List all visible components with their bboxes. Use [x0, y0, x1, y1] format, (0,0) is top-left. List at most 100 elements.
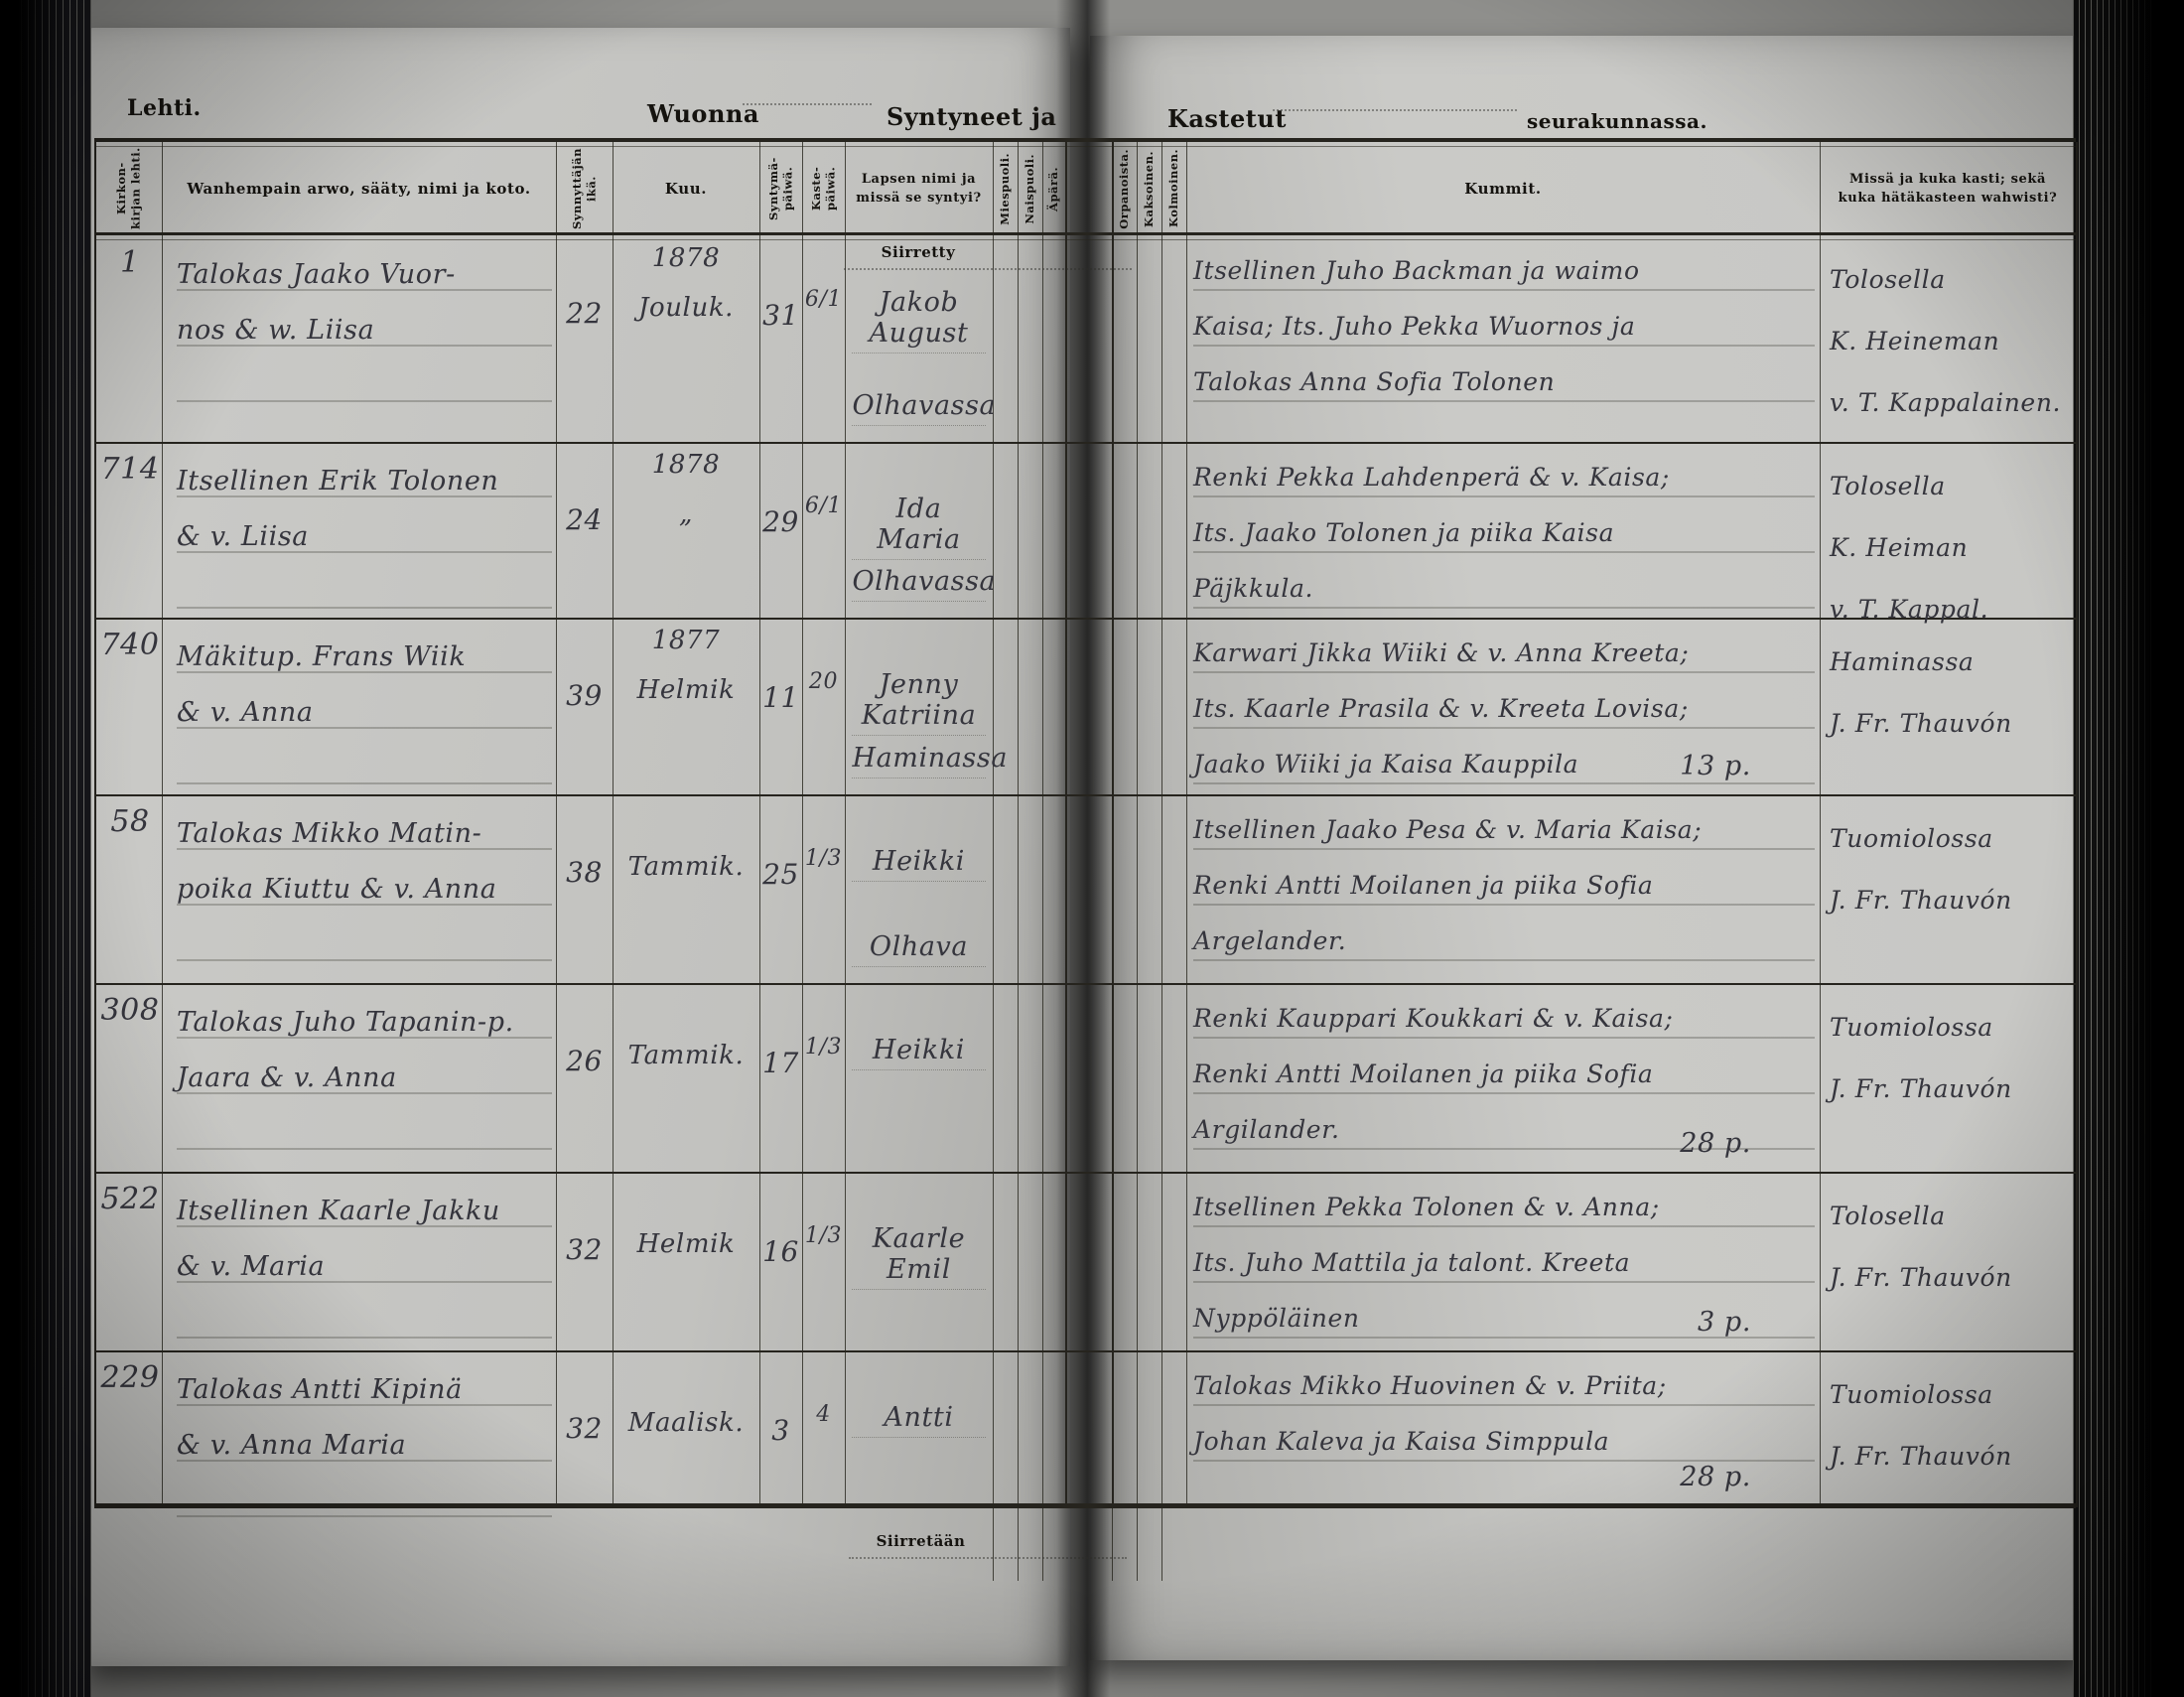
child-cell: Heikki Olhava	[845, 794, 993, 983]
page-stack-right-edge	[2073, 0, 2184, 1697]
record-number: 308	[100, 993, 160, 1028]
mother-age-cell: 32	[566, 1412, 603, 1445]
title-parish: seurakunnassa.	[1527, 109, 1707, 133]
child-cell: Antti	[845, 1350, 993, 1505]
month-cell: 1878 Jouluk.	[613, 235, 759, 442]
record-number: 58	[110, 804, 150, 839]
col-triplet-label: Kolmoinen.	[1166, 149, 1181, 228]
godparents-text: Talokas Mikko Huovinen & v. Priita; Joha…	[1193, 1371, 1667, 1456]
child-cell: Ida Maria Olhavassa	[845, 442, 996, 618]
baptizer-cell: Tuomiolossa J. Fr. Thauvón	[1830, 824, 2012, 915]
page-stack-left-edge	[0, 0, 91, 1697]
parents-cell: Talokas Antti Kipinä & v. Anna Maria	[177, 1350, 552, 1517]
record-number: 740	[100, 628, 160, 662]
child-name: Jakob August	[852, 287, 986, 354]
col-birth-day: Syntymä- päiwä.	[759, 142, 802, 235]
baptizer-cell: Haminassa J. Fr. Thauvón	[1830, 647, 2012, 738]
child-cell: Jakob August Olhavassa	[845, 235, 996, 442]
rule	[1042, 142, 1043, 1507]
month-name: Maalisk.	[627, 1408, 745, 1438]
godparents-cell: Karwari Jikka Wiiki & v. Anna Kreeta; It…	[1193, 618, 1815, 802]
table-row: 1 Talokas Jaako Vuor- nos & w. Liisa 22 …	[0, 235, 2184, 454]
rule	[94, 983, 2076, 985]
child-name: Ida Maria	[852, 494, 986, 560]
carried-bottom-line	[849, 1557, 1127, 1559]
col-male: Miespuoli.	[993, 142, 1018, 235]
table-row: 714 Itsellinen Erik Tolonen & v. Liisa 2…	[0, 442, 2184, 630]
child-cell: Jenny Katriina Haminassa	[845, 618, 1007, 794]
rule	[1161, 1507, 1162, 1581]
rule	[613, 142, 614, 1507]
child-name: Heikki	[852, 1035, 986, 1070]
table-row: 308 Talokas Juho Tapanin-p. Jaara & v. A…	[0, 983, 2184, 1184]
month-name: Tammik.	[627, 1041, 745, 1070]
col-twin-label: Kaksoinen.	[1142, 150, 1157, 227]
rule	[1186, 142, 1187, 1507]
child-cell: Kaarle Emil	[845, 1172, 993, 1350]
col-mother-age: Synnyttäjän ikä.	[556, 142, 613, 235]
rule	[1161, 142, 1162, 1507]
rule	[94, 146, 2076, 147]
baptism-note: 3 p.	[1697, 1307, 1751, 1338]
title-year-word: Wuonna	[647, 99, 759, 128]
child-name: Antti	[852, 1402, 986, 1438]
sheet-label: Lehti.	[127, 95, 202, 121]
col-baptism-day: Kaste- päiwä.	[802, 142, 845, 235]
col-triplet: Kolmoinen.	[1161, 142, 1186, 235]
month-year	[613, 794, 759, 852]
child-name: Kaarle Emil	[852, 1223, 986, 1290]
month-cell: Tammik.	[613, 794, 759, 983]
month-cell: Maalisk.	[613, 1350, 759, 1505]
title-born: Syntyneet ja	[887, 102, 1057, 131]
baptizer-cell: Tuomiolossa J. Fr. Thauvón	[1830, 1013, 2012, 1103]
col-child: Lapsen nimi ja missä se syntyi?	[845, 142, 993, 235]
col-illegitimate: Äpärä.	[1042, 142, 1065, 235]
month-cell: Helmik	[613, 1172, 759, 1350]
parents-cell: Talokas Jaako Vuor- nos & w. Liisa	[177, 235, 552, 454]
rule	[94, 142, 96, 1507]
rule	[94, 794, 2076, 796]
table-header: Kirkon- kirjan lehti. Wanhempain arwo, s…	[0, 142, 2184, 235]
title-baptized: Kastetut	[1167, 104, 1287, 133]
col-baptizer: Missä ja kuka kasti; sekä kuka hätäkaste…	[1820, 142, 2076, 235]
carried-top-label: Siirretty	[881, 243, 956, 261]
parents-cell: Talokas Juho Tapanin-p. Jaara & v. Anna	[177, 983, 552, 1184]
carried-top-line	[844, 268, 1132, 270]
rule	[802, 142, 803, 1507]
mother-age-cell: 38	[566, 856, 603, 889]
col-month: Kuu.	[613, 142, 759, 235]
month-cell: 1878 „	[613, 442, 759, 618]
godparents-text: Renki Kauppari Koukkari & v. Kaisa; Renk…	[1193, 1004, 1674, 1144]
rule	[1018, 142, 1019, 1507]
birth-day-cell: 17	[762, 1047, 799, 1079]
baptism-day-cell: 1/3	[804, 1223, 843, 1248]
birth-day-cell: 3	[771, 1414, 790, 1447]
blank-parish-line	[1273, 109, 1517, 111]
baptism-day-cell: 6/1	[804, 287, 843, 312]
rule	[94, 1503, 2076, 1508]
godparents-cell: Renki Kauppari Koukkari & v. Kaisa; Renk…	[1193, 983, 1815, 1180]
month-cell: Tammik.	[613, 983, 759, 1172]
baptizer-cell: Tolosella J. Fr. Thauvón	[1830, 1202, 2012, 1292]
mother-age-cell: 26	[566, 1045, 603, 1077]
month-year	[613, 983, 759, 1041]
godparents-cell: Itsellinen Pekka Tolonen & v. Anna; Its.…	[1193, 1172, 1815, 1358]
col-twin: Kaksoinen.	[1137, 142, 1161, 235]
rule	[2076, 142, 2078, 1507]
rule	[759, 142, 760, 1507]
child-name: Jenny Katriina	[852, 669, 986, 736]
birth-day-cell: 29	[762, 505, 799, 538]
godparents-text: Itsellinen Pekka Tolonen & v. Anna; Its.…	[1193, 1193, 1660, 1333]
rule	[94, 1172, 2076, 1174]
child-cell: Heikki	[845, 983, 993, 1172]
rule	[1112, 1507, 1113, 1581]
godparents-cell: Itsellinen Juho Backman ja waimo Kaisa; …	[1193, 235, 1815, 450]
mother-age-cell: 22	[566, 297, 603, 330]
rule	[94, 442, 2076, 444]
rule	[1137, 1507, 1138, 1581]
table-row: 522 Itsellinen Kaarle Jakku & v. Maria 3…	[0, 1172, 2184, 1362]
baptism-day-cell: 6/1	[804, 494, 843, 518]
table-row: 229 Talokas Antti Kipinä & v. Anna Maria…	[0, 1350, 2184, 1517]
godparents-text: Karwari Jikka Wiiki & v. Anna Kreeta; It…	[1193, 638, 1690, 778]
mother-age-cell: 32	[566, 1233, 603, 1266]
